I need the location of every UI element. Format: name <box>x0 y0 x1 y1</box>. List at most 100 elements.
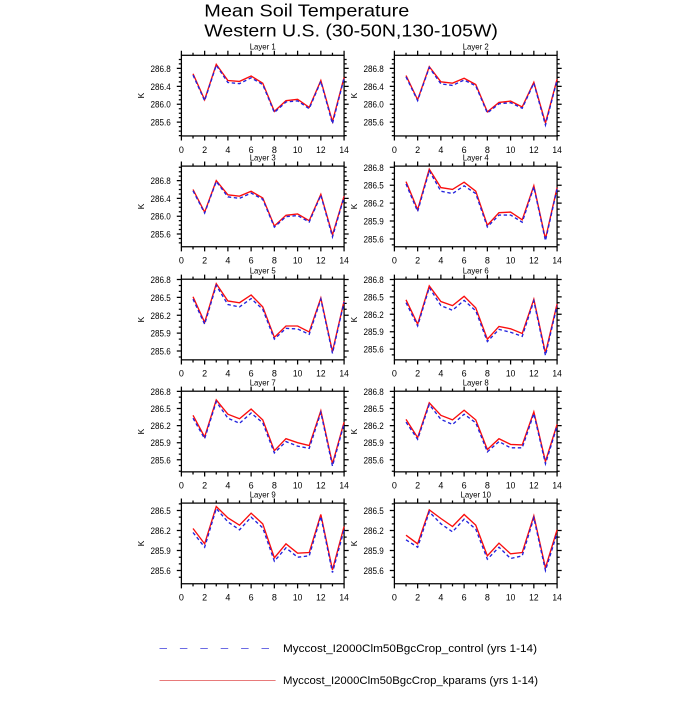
svg-text:6: 6 <box>249 481 254 491</box>
svg-text:8: 8 <box>485 369 490 379</box>
svg-text:0: 0 <box>392 145 397 155</box>
svg-text:12: 12 <box>529 593 538 603</box>
svg-text:Layer 3: Layer 3 <box>250 152 276 162</box>
svg-text:0: 0 <box>392 593 397 603</box>
svg-text:286.5: 286.5 <box>151 506 171 516</box>
svg-text:6: 6 <box>462 145 467 155</box>
svg-text:Myccost_I2000Clm50BgcCrop_cont: Myccost_I2000Clm50BgcCrop_control (yrs 1… <box>283 643 537 655</box>
svg-text:286.2: 286.2 <box>364 526 384 536</box>
svg-text:14: 14 <box>552 145 561 155</box>
svg-text:8: 8 <box>272 145 277 155</box>
svg-text:285.9: 285.9 <box>364 546 384 556</box>
svg-text:2: 2 <box>415 481 420 491</box>
svg-text:14: 14 <box>552 481 561 491</box>
svg-text:K: K <box>349 203 359 209</box>
svg-text:286.0: 286.0 <box>151 212 171 222</box>
svg-text:286.2: 286.2 <box>151 526 171 536</box>
svg-text:286.8: 286.8 <box>151 275 171 285</box>
svg-text:Layer 10: Layer 10 <box>460 489 491 499</box>
svg-text:14: 14 <box>552 256 561 266</box>
svg-text:286.2: 286.2 <box>151 311 171 321</box>
svg-text:Layer 9: Layer 9 <box>250 489 276 499</box>
svg-text:0: 0 <box>392 256 397 266</box>
svg-text:8: 8 <box>485 256 490 266</box>
svg-text:285.9: 285.9 <box>151 329 171 339</box>
svg-text:12: 12 <box>316 256 325 266</box>
svg-text:12: 12 <box>529 369 538 379</box>
svg-text:286.8: 286.8 <box>364 163 384 173</box>
svg-text:K: K <box>136 316 146 322</box>
svg-text:0: 0 <box>392 369 397 379</box>
svg-text:K: K <box>136 428 146 434</box>
svg-text:0: 0 <box>179 256 184 266</box>
svg-text:285.9: 285.9 <box>151 438 171 448</box>
svg-text:12: 12 <box>316 145 325 155</box>
svg-text:8: 8 <box>485 481 490 491</box>
svg-text:6: 6 <box>462 481 467 491</box>
svg-text:10: 10 <box>293 481 302 491</box>
svg-text:K: K <box>136 92 146 98</box>
svg-text:14: 14 <box>339 593 348 603</box>
svg-text:2: 2 <box>202 369 207 379</box>
svg-text:10: 10 <box>506 145 515 155</box>
svg-text:285.9: 285.9 <box>364 327 384 337</box>
svg-text:2: 2 <box>202 481 207 491</box>
svg-text:286.2: 286.2 <box>364 310 384 320</box>
svg-text:14: 14 <box>339 481 348 491</box>
svg-text:2: 2 <box>202 256 207 266</box>
svg-text:Layer 6: Layer 6 <box>463 265 489 275</box>
svg-text:14: 14 <box>552 593 561 603</box>
svg-text:2: 2 <box>415 256 420 266</box>
svg-text:4: 4 <box>438 593 443 603</box>
svg-text:285.9: 285.9 <box>151 546 171 556</box>
svg-text:285.9: 285.9 <box>364 438 384 448</box>
svg-text:2: 2 <box>202 145 207 155</box>
svg-text:4: 4 <box>438 256 443 266</box>
svg-text:Layer 4: Layer 4 <box>463 152 489 162</box>
svg-text:4: 4 <box>225 256 230 266</box>
svg-text:Layer 7: Layer 7 <box>250 377 276 387</box>
svg-text:12: 12 <box>316 593 325 603</box>
svg-text:2: 2 <box>415 369 420 379</box>
svg-text:4: 4 <box>438 369 443 379</box>
svg-text:0: 0 <box>179 593 184 603</box>
svg-text:286.4: 286.4 <box>151 82 171 92</box>
svg-text:Layer 5: Layer 5 <box>250 265 276 275</box>
svg-text:0: 0 <box>392 481 397 491</box>
svg-text:0: 0 <box>179 145 184 155</box>
svg-text:286.0: 286.0 <box>364 100 384 110</box>
svg-text:6: 6 <box>462 593 467 603</box>
svg-text:14: 14 <box>339 369 348 379</box>
svg-text:4: 4 <box>225 369 230 379</box>
svg-text:285.6: 285.6 <box>364 345 384 355</box>
svg-text:10: 10 <box>293 145 302 155</box>
svg-text:4: 4 <box>438 481 443 491</box>
svg-text:6: 6 <box>249 593 254 603</box>
svg-text:285.6: 285.6 <box>151 455 171 465</box>
svg-text:K: K <box>349 92 359 98</box>
svg-text:12: 12 <box>529 145 538 155</box>
svg-text:286.4: 286.4 <box>151 194 171 204</box>
svg-text:4: 4 <box>438 145 443 155</box>
svg-text:10: 10 <box>506 481 515 491</box>
svg-text:6: 6 <box>249 369 254 379</box>
svg-text:8: 8 <box>485 145 490 155</box>
svg-text:286.8: 286.8 <box>364 387 384 397</box>
svg-text:4: 4 <box>225 481 230 491</box>
svg-text:6: 6 <box>462 369 467 379</box>
svg-text:8: 8 <box>272 256 277 266</box>
svg-text:286.8: 286.8 <box>151 176 171 186</box>
svg-text:285.6: 285.6 <box>364 118 384 128</box>
svg-text:K: K <box>136 203 146 209</box>
svg-text:Layer 8: Layer 8 <box>463 377 489 387</box>
svg-text:2: 2 <box>415 593 420 603</box>
svg-text:285.6: 285.6 <box>151 118 171 128</box>
svg-text:286.8: 286.8 <box>151 387 171 397</box>
svg-text:14: 14 <box>339 145 348 155</box>
svg-text:8: 8 <box>272 369 277 379</box>
svg-text:14: 14 <box>339 256 348 266</box>
svg-text:12: 12 <box>316 481 325 491</box>
svg-text:8: 8 <box>272 593 277 603</box>
svg-text:286.8: 286.8 <box>364 275 384 285</box>
svg-text:286.2: 286.2 <box>151 421 171 431</box>
